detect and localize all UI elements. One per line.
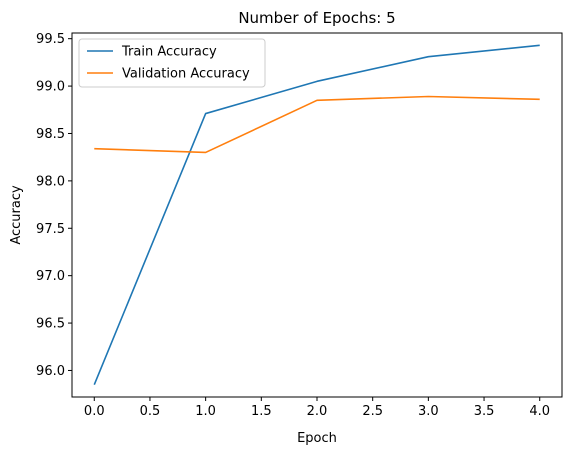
series-line-validation-accuracy <box>94 95 540 154</box>
legend-box <box>78 38 266 88</box>
x-axis-label: Epoch <box>297 431 337 446</box>
x-tick-label: 3.5 <box>474 404 495 419</box>
x-tick-label: 1.0 <box>195 404 216 419</box>
x-tick-label: 2.5 <box>362 404 383 419</box>
y-axis: 96.0 96.5 97.0 97.5 98.0 98.5 99.0 99.5 <box>36 32 72 379</box>
x-tick-label: 4.0 <box>529 404 550 419</box>
y-tick-label: 99.0 <box>36 80 65 95</box>
y-tick-label: 99.5 <box>36 32 65 47</box>
y-tick-label: 96.0 <box>36 364 65 379</box>
legend-entry-label: Train Accuracy <box>121 45 217 60</box>
plot-area <box>71 32 563 398</box>
x-axis: 0.0 0.5 1.0 1.5 2.0 2.5 3.0 3.5 4.0 <box>84 397 550 419</box>
x-tick-label: 0.5 <box>140 404 161 419</box>
x-tick-label: 0.0 <box>84 404 105 419</box>
x-tick-label: 3.0 <box>418 404 439 419</box>
series-lines <box>93 44 540 385</box>
x-tick-label: 1.5 <box>251 404 272 419</box>
y-tick-label: 96.5 <box>36 317 65 332</box>
y-tick-label: 98.0 <box>36 174 65 189</box>
x-tick-label: 2.0 <box>307 404 328 419</box>
y-tick-label: 97.0 <box>36 269 65 284</box>
series-line-train-accuracy <box>93 44 540 385</box>
legend-entry-label: Validation Accuracy <box>122 67 250 82</box>
y-tick-label: 98.5 <box>36 127 65 142</box>
y-tick-label: 97.5 <box>36 222 65 237</box>
legend: Train Accuracy Validation Accuracy <box>78 38 266 88</box>
chart-title: Number of Epochs: 5 <box>238 9 395 27</box>
y-axis-label: Accuracy <box>9 185 24 245</box>
